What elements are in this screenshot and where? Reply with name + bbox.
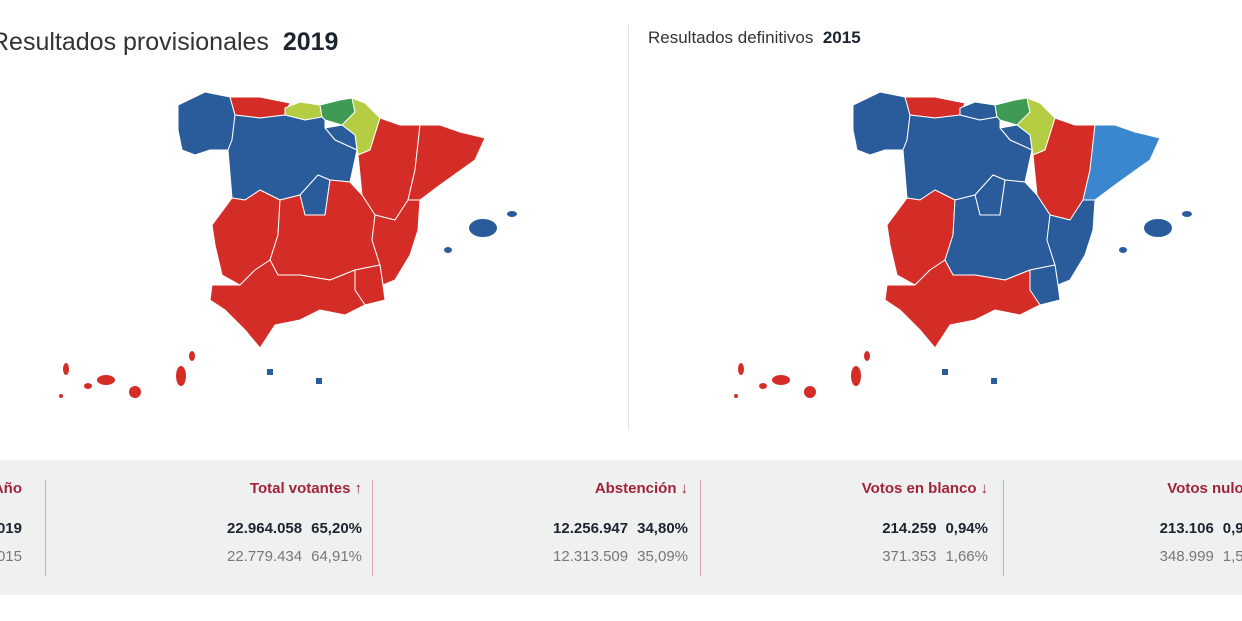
year-column: Año 2019 2015 [0, 480, 22, 576]
region-canarias [59, 394, 63, 398]
final-results-title: Resultados definitivos 2015 [648, 28, 861, 48]
title-label: Resultados definitivos [648, 28, 814, 47]
stat-value: 348.999 [1159, 548, 1214, 565]
stat-value: 12.256.947 [553, 520, 629, 537]
arrow-down-icon: ↓ [980, 480, 989, 497]
stat-value: 22.779.434 [227, 548, 303, 565]
stat-header-label: Abstención [594, 480, 677, 497]
arrow-up-icon: ↑ [354, 480, 363, 497]
stat-column: Votos en blanco ↓ 214.259 0,94% 371.353 1,6… [862, 480, 988, 576]
stat-2019: 213.106 0,93 [1160, 520, 1242, 548]
region-canarias [851, 366, 861, 386]
region-baleares [507, 211, 517, 217]
column-divider [45, 480, 46, 576]
region-cataluna [407, 124, 486, 201]
stat-2015: 12.313.509 35,09% [553, 548, 688, 565]
stat-percent: 64,91% [311, 548, 362, 565]
stat-value: 12.313.509 [553, 548, 629, 565]
region-canarias [734, 394, 738, 398]
column-divider [700, 480, 701, 576]
stat-column: Votos nulos 213.106 0,93 348.999 1,53 [1160, 480, 1242, 576]
stat-header: Votos nulos [1160, 480, 1242, 510]
stats-panel: Año 2019 2015 Total votantes↑ 22.964.058… [0, 460, 1242, 595]
spain-maps [59, 91, 1192, 398]
region-asturias [904, 96, 966, 119]
stat-2019: 22.964.058 65,20% [227, 520, 362, 548]
stat-2019: 214.259 0,94% [862, 520, 988, 548]
stat-column: Abstención ↓ 12.256.947 34,80% 12.313.509 3… [553, 480, 688, 576]
year-header: Año [0, 480, 22, 497]
title-year: 2019 [282, 28, 339, 56]
region-canarias [176, 366, 186, 386]
stat-header-label: Votos nulos [1167, 480, 1242, 497]
region-canarias [84, 383, 92, 389]
region-andalucia [209, 259, 366, 349]
stat-percent: 1,53 [1222, 548, 1242, 565]
stat-header: Abstención ↓ [553, 480, 688, 510]
stat-2015: 371.353 1,66% [862, 548, 988, 565]
stat-value: 22.964.058 [227, 520, 303, 537]
region-galicia [177, 91, 236, 156]
region-canarias [804, 386, 816, 398]
region-baleares [444, 247, 452, 253]
region-canarias [738, 363, 744, 375]
stat-value: 371.353 [882, 548, 937, 565]
region-ceuta-melilla [942, 369, 948, 375]
stat-2019: 12.256.947 34,80% [553, 520, 688, 548]
column-divider [372, 480, 373, 576]
stat-header-label: Total votantes [249, 480, 351, 497]
title-label: Resultados provisionales [0, 28, 269, 56]
region-galicia [852, 91, 911, 156]
stat-percent: 35,09% [637, 548, 688, 565]
stat-header: Total votantes ↑ [227, 480, 362, 510]
region-ceuta-melilla [267, 369, 273, 375]
region-ceuta-melilla [991, 378, 997, 384]
stat-percent: 65,20% [311, 520, 362, 537]
map-2019 [59, 91, 517, 398]
region-baleares [1119, 247, 1127, 253]
stat-percent: 0,94% [945, 520, 988, 537]
column-divider [1003, 480, 1004, 576]
region-valencia [371, 199, 421, 286]
map-2015 [734, 91, 1192, 398]
region-baleares [469, 219, 497, 237]
region-cataluna [1082, 124, 1161, 201]
region-asturias [229, 96, 291, 119]
stat-2015: 348.999 1,53 [1160, 548, 1242, 565]
stat-2015: 22.779.434 64,91% [227, 548, 362, 565]
year-2019: 2019 [0, 520, 22, 537]
stat-percent: 34,80% [637, 520, 688, 537]
region-canarias [759, 383, 767, 389]
stat-header: Votos en blanco ↓ [862, 480, 988, 510]
region-canarias [864, 351, 870, 361]
stat-percent: 0,93 [1222, 520, 1242, 537]
provisional-results-title: Resultados provisionales 2019 [0, 28, 338, 57]
region-canarias [189, 351, 195, 361]
title-year: 2015 [822, 28, 861, 47]
stat-value: 214.259 [882, 520, 937, 537]
region-ceuta-melilla [316, 378, 322, 384]
region-canarias [97, 375, 115, 385]
region-baleares [1182, 211, 1192, 217]
stat-header-label: Votos en blanco [861, 480, 977, 497]
region-canarias [772, 375, 790, 385]
stat-column: Total votantes ↑ 22.964.058 65,20% 22.779.… [227, 480, 362, 576]
stat-value: 213.106 [1159, 520, 1214, 537]
region-valencia [1046, 199, 1096, 286]
region-canarias [129, 386, 141, 398]
region-canarias [63, 363, 69, 375]
year-2015: 2015 [0, 548, 22, 565]
region-baleares [1144, 219, 1172, 237]
map-divider [628, 25, 629, 430]
arrow-down-icon: ↓ [680, 480, 689, 497]
region-andalucia [884, 259, 1041, 349]
stat-percent: 1,66% [945, 548, 988, 565]
